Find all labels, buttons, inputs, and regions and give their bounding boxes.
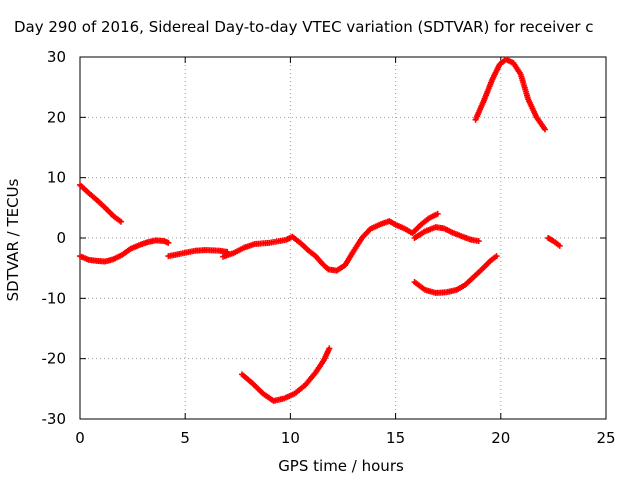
y-tick-label: 10 <box>47 169 66 187</box>
data-segment <box>411 253 500 296</box>
data-point-marker <box>434 210 441 217</box>
x-tick-label: 25 <box>596 429 615 447</box>
x-tick-label: 20 <box>491 429 510 447</box>
y-tick-label: 30 <box>47 48 66 66</box>
x-tick-label: 0 <box>75 429 85 447</box>
data-point-marker <box>493 253 500 260</box>
data-point-marker <box>118 218 125 225</box>
x-tick-label: 5 <box>180 429 190 447</box>
data-segment <box>545 235 563 249</box>
y-tick-label: 0 <box>56 229 66 247</box>
data-point-marker <box>556 242 563 249</box>
x-tick-label: 15 <box>386 429 405 447</box>
y-tick-label: -10 <box>42 289 67 307</box>
data-point-marker <box>475 238 482 245</box>
data-point-marker <box>326 345 333 352</box>
x-tick-label: 10 <box>281 429 300 447</box>
data-segment <box>77 237 172 265</box>
data-segment <box>411 224 482 245</box>
y-axis-label: SDTVAR / TECUs <box>4 178 22 301</box>
data-segment <box>165 247 231 260</box>
x-axis-label: GPS time / hours <box>278 457 404 475</box>
data-segment <box>77 181 125 225</box>
data-point-marker <box>541 126 548 133</box>
data-segment <box>472 56 548 133</box>
chart-title: Day 290 of 2016, Sidereal Day-to-day VTE… <box>14 18 594 36</box>
data-segment <box>239 345 333 404</box>
y-tick-label: -30 <box>42 410 67 428</box>
y-tick-label: 20 <box>47 108 66 126</box>
y-tick-label: -20 <box>42 350 67 368</box>
data-segment <box>220 210 441 274</box>
data-point-marker <box>165 239 172 246</box>
data-points <box>77 56 563 404</box>
axis-ticks: 0 5 10 15 20 25 -30 -20 -10 0 10 20 30 <box>42 48 616 447</box>
